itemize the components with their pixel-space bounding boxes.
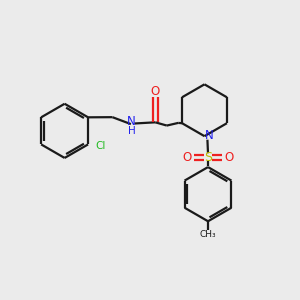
Text: Cl: Cl [95,141,106,151]
Text: O: O [183,151,192,164]
Text: N: N [127,115,135,128]
Text: CH₃: CH₃ [200,230,216,239]
Text: S: S [204,151,212,164]
Text: O: O [224,151,233,164]
Text: N: N [205,129,214,142]
Text: O: O [151,85,160,98]
Text: H: H [128,126,136,136]
